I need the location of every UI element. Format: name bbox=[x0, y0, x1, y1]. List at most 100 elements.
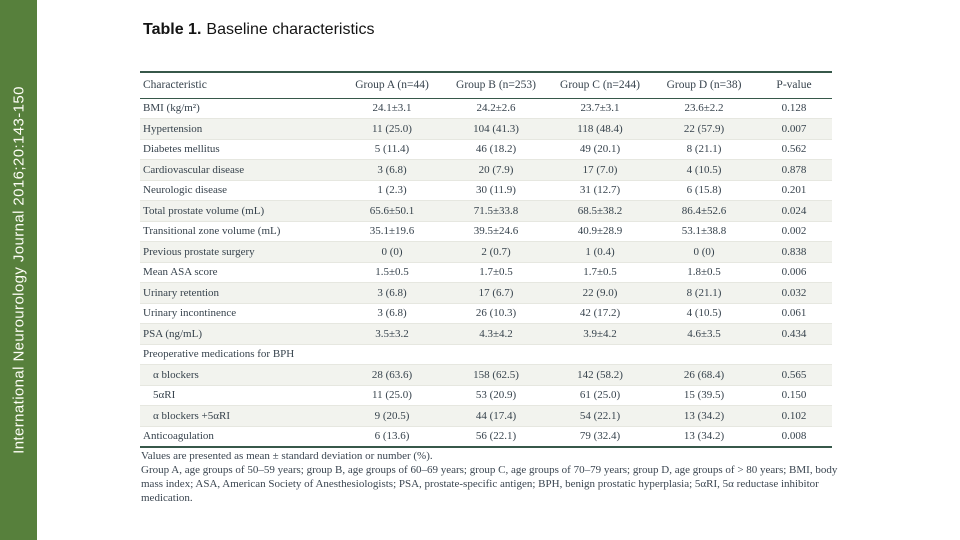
value-cell: 1.8±0.5 bbox=[652, 262, 756, 283]
p-value-cell: 0.150 bbox=[756, 385, 832, 406]
value-cell: 3.9±4.2 bbox=[548, 323, 652, 345]
value-cell: 30 (11.9) bbox=[444, 180, 548, 201]
row-label-cell: Cardiovascular disease bbox=[140, 159, 340, 181]
value-cell: 39.5±24.6 bbox=[444, 221, 548, 242]
value-cell: 1.7±0.5 bbox=[444, 262, 548, 283]
table-row: Total prostate volume (mL) 65.6±50.1 71.5±… bbox=[140, 200, 832, 222]
table-row: 5αRI 11 (25.0) 53 (20.9) 61 (25.0) 15 (39.5)… bbox=[140, 385, 832, 406]
column-header: Characteristic bbox=[140, 71, 340, 99]
value-cell: 44 (17.4) bbox=[444, 405, 548, 427]
value-cell: 20 (7.9) bbox=[444, 159, 548, 181]
value-cell: 9 (20.5) bbox=[340, 405, 444, 427]
value-cell: 6 (15.8) bbox=[652, 180, 756, 201]
value-cell: 11 (25.0) bbox=[340, 385, 444, 406]
table-row: PSA (ng/mL) 3.5±3.2 4.3±4.2 3.9±4.2 4.6±3.5 0… bbox=[140, 323, 832, 345]
value-cell: 118 (48.4) bbox=[548, 118, 652, 140]
value-cell: 3 (6.8) bbox=[340, 159, 444, 181]
row-label-cell: Neurologic disease bbox=[140, 180, 340, 201]
value-cell: 53 (20.9) bbox=[444, 385, 548, 406]
baseline-characteristics-table: Characteristic Group A (n=44) Group B (n=2… bbox=[140, 71, 832, 448]
p-value-cell: 0.565 bbox=[756, 364, 832, 386]
p-value-cell bbox=[756, 344, 832, 365]
value-cell: 3 (6.8) bbox=[340, 303, 444, 324]
value-cell: 26 (68.4) bbox=[652, 364, 756, 386]
value-cell: 8 (21.1) bbox=[652, 139, 756, 160]
value-cell: 3 (6.8) bbox=[340, 282, 444, 304]
table-row: Urinary incontinence 3 (6.8) 26 (10.3) 42 (… bbox=[140, 303, 832, 324]
p-value-cell: 0.562 bbox=[756, 139, 832, 160]
value-cell: 22 (9.0) bbox=[548, 282, 652, 304]
value-cell: 28 (63.6) bbox=[340, 364, 444, 386]
table-number-label: Table 1. bbox=[143, 21, 202, 38]
table-body: BMI (kg/m²) 24.1±3.1 24.2±2.6 23.7±3.1 23.6±… bbox=[140, 98, 832, 448]
row-label-cell: Hypertension bbox=[140, 118, 340, 140]
value-cell: 54 (22.1) bbox=[548, 405, 652, 427]
row-label-cell: Total prostate volume (mL) bbox=[140, 200, 340, 222]
p-value-cell: 0.006 bbox=[756, 262, 832, 283]
value-cell: 4.6±3.5 bbox=[652, 323, 756, 345]
row-label-cell: Preoperative medications for BPH bbox=[140, 344, 340, 365]
value-cell: 23.7±3.1 bbox=[548, 98, 652, 119]
row-label-cell: Previous prostate surgery bbox=[140, 241, 340, 263]
p-value-cell: 0.838 bbox=[756, 241, 832, 263]
p-value-cell: 0.102 bbox=[756, 405, 832, 427]
value-cell: 17 (7.0) bbox=[548, 159, 652, 181]
value-cell: 13 (34.2) bbox=[652, 405, 756, 427]
table-row: Cardiovascular disease 3 (6.8) 20 (7.9) 17 … bbox=[140, 159, 832, 181]
value-cell: 68.5±38.2 bbox=[548, 200, 652, 222]
value-cell: 24.2±2.6 bbox=[444, 98, 548, 119]
value-cell: 4 (10.5) bbox=[652, 303, 756, 324]
journal-sidebar: International Neurourology Journal 2016;… bbox=[0, 0, 37, 540]
value-cell bbox=[444, 344, 548, 365]
value-cell: 24.1±3.1 bbox=[340, 98, 444, 119]
column-header: Group C (n=244) bbox=[548, 71, 652, 99]
table-row: Hypertension 11 (25.0) 104 (41.3) 118 (48.4… bbox=[140, 118, 832, 140]
row-label-cell: α blockers +5αRI bbox=[140, 405, 340, 427]
value-cell: 49 (20.1) bbox=[548, 139, 652, 160]
value-cell bbox=[548, 344, 652, 365]
row-label-cell: Transitional zone volume (mL) bbox=[140, 221, 340, 242]
p-value-cell: 0.128 bbox=[756, 98, 832, 119]
value-cell: 2 (0.7) bbox=[444, 241, 548, 263]
table-row: Transitional zone volume (mL) 35.1±19.6 39… bbox=[140, 221, 832, 242]
p-value-cell: 0.434 bbox=[756, 323, 832, 345]
value-cell: 8 (21.1) bbox=[652, 282, 756, 304]
value-cell: 158 (62.5) bbox=[444, 364, 548, 386]
column-header: Group A (n=44) bbox=[340, 71, 444, 99]
p-value-cell: 0.007 bbox=[756, 118, 832, 140]
footnote-values-note: Values are presented as mean ± standard … bbox=[141, 450, 433, 462]
table-row: Urinary retention 3 (6.8) 17 (6.7) 22 (9.0)… bbox=[140, 282, 832, 304]
p-value-cell: 0.024 bbox=[756, 200, 832, 222]
footnote-abbreviations: Group A, age groups of 50–59 years; grou… bbox=[141, 464, 838, 504]
row-label-cell: Diabetes mellitus bbox=[140, 139, 340, 160]
table-row: Anticoagulation 6 (13.6) 56 (22.1) 79 (32.4… bbox=[140, 426, 832, 448]
table-row: Diabetes mellitus 5 (11.4) 46 (18.2) 49 (20… bbox=[140, 139, 832, 160]
value-cell: 11 (25.0) bbox=[340, 118, 444, 140]
column-header: P-value bbox=[756, 71, 832, 99]
p-value-cell: 0.032 bbox=[756, 282, 832, 304]
p-value-cell: 0.201 bbox=[756, 180, 832, 201]
value-cell bbox=[652, 344, 756, 365]
value-cell: 40.9±28.9 bbox=[548, 221, 652, 242]
value-cell: 23.6±2.2 bbox=[652, 98, 756, 119]
table-footnote: Values are presented as mean ± standard … bbox=[141, 449, 841, 505]
table-title-text: Baseline characteristics bbox=[206, 21, 375, 38]
table-header-row: Characteristic Group A (n=44) Group B (n=2… bbox=[140, 71, 832, 99]
table-row: α blockers +5αRI 9 (20.5) 44 (17.4) 54 (22.… bbox=[140, 405, 832, 427]
row-label-cell: Urinary incontinence bbox=[140, 303, 340, 324]
value-cell: 3.5±3.2 bbox=[340, 323, 444, 345]
page-title: Table 1. Baseline characteristics bbox=[143, 21, 374, 39]
value-cell: 65.6±50.1 bbox=[340, 200, 444, 222]
value-cell: 4 (10.5) bbox=[652, 159, 756, 181]
value-cell: 35.1±19.6 bbox=[340, 221, 444, 242]
value-cell: 5 (11.4) bbox=[340, 139, 444, 160]
value-cell: 1 (2.3) bbox=[340, 180, 444, 201]
table-row: α blockers 28 (63.6) 158 (62.5) 142 (58.2) 2… bbox=[140, 364, 832, 386]
value-cell: 31 (12.7) bbox=[548, 180, 652, 201]
value-cell: 56 (22.1) bbox=[444, 426, 548, 448]
p-value-cell: 0.061 bbox=[756, 303, 832, 324]
value-cell: 0 (0) bbox=[340, 241, 444, 263]
value-cell: 42 (17.2) bbox=[548, 303, 652, 324]
value-cell bbox=[340, 344, 444, 365]
p-value-cell: 0.008 bbox=[756, 426, 832, 448]
